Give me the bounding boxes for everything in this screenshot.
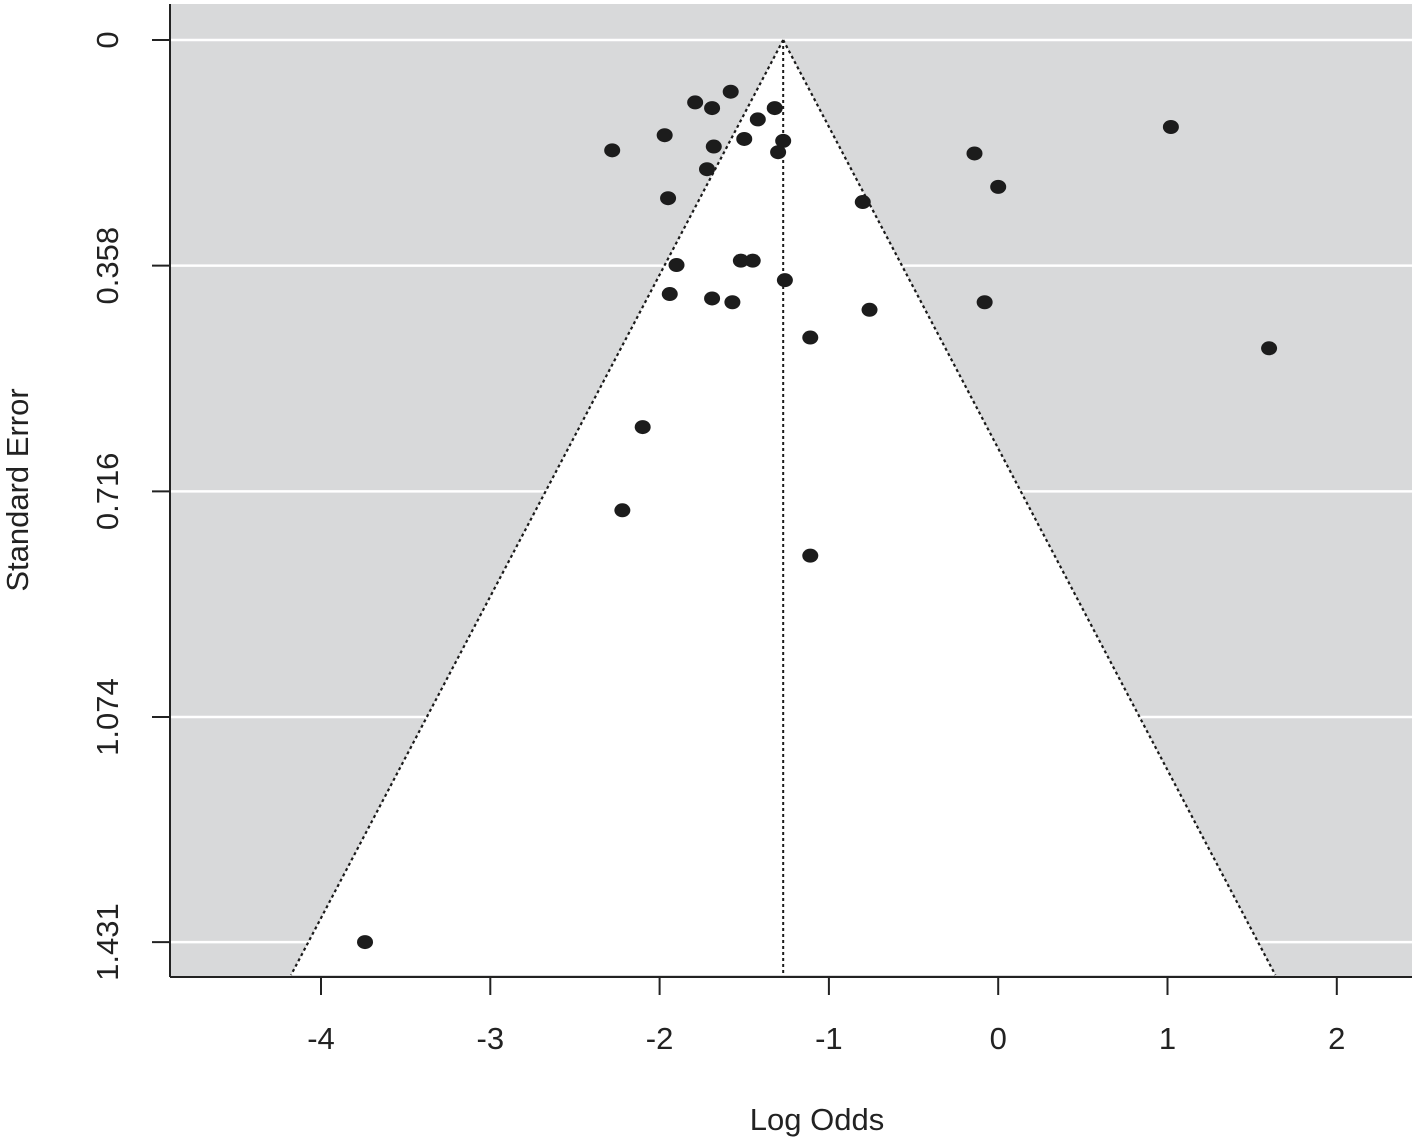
data-point [966, 146, 983, 161]
data-point [660, 191, 677, 206]
data-point [770, 145, 787, 160]
x-tick-label: 2 [1328, 1021, 1345, 1056]
x-tick-label: 1 [1159, 1021, 1176, 1056]
x-tick-label: -1 [815, 1021, 843, 1056]
data-point [687, 95, 704, 110]
data-point [732, 253, 749, 268]
data-point [656, 128, 673, 143]
data-point [775, 133, 792, 148]
funnel-left-boundary [290, 39, 785, 976]
y-tick-label: 1.431 [90, 903, 125, 981]
data-point [802, 548, 819, 563]
data-point [604, 143, 621, 158]
data-point [1261, 341, 1278, 356]
y-tick-label: 0.716 [90, 453, 125, 531]
data-point [861, 302, 878, 317]
data-point [749, 112, 766, 127]
data-point [724, 295, 741, 310]
data-point [722, 84, 739, 99]
x-tick-label: -2 [646, 1021, 674, 1056]
funnel-region [291, 40, 1276, 975]
data-point [736, 131, 753, 146]
x-axis: -4 -3 -2 -1 0 1 2 [170, 976, 1412, 1056]
x-axis-title: Log Odds [750, 1102, 884, 1137]
y-tick-label: 0.358 [90, 227, 125, 305]
data-point [668, 258, 685, 273]
data-point [704, 291, 721, 306]
x-tick-label: 0 [990, 1021, 1007, 1056]
data-point [766, 101, 783, 116]
data-point [704, 101, 721, 116]
data-point [634, 420, 651, 435]
y-axis-title: Standard Error [0, 388, 35, 591]
x-tick-label: -4 [307, 1021, 335, 1056]
data-point [976, 295, 993, 310]
data-point [854, 195, 871, 210]
data-point [357, 935, 374, 950]
data-point [802, 330, 819, 345]
plot-panel [170, 4, 1412, 977]
data-point [699, 162, 716, 177]
data-point [1162, 119, 1179, 134]
y-axis: 0 0.358 0.716 1.074 1.431 [90, 4, 171, 981]
data-point [705, 139, 722, 154]
data-point [776, 273, 793, 288]
x-tick-label: -3 [477, 1021, 505, 1056]
data-point [614, 503, 631, 518]
data-point [744, 253, 761, 268]
y-tick-label: 1.074 [90, 678, 125, 756]
data-point [661, 287, 678, 302]
data-point [990, 179, 1007, 194]
y-tick-label: 0 [90, 31, 125, 48]
